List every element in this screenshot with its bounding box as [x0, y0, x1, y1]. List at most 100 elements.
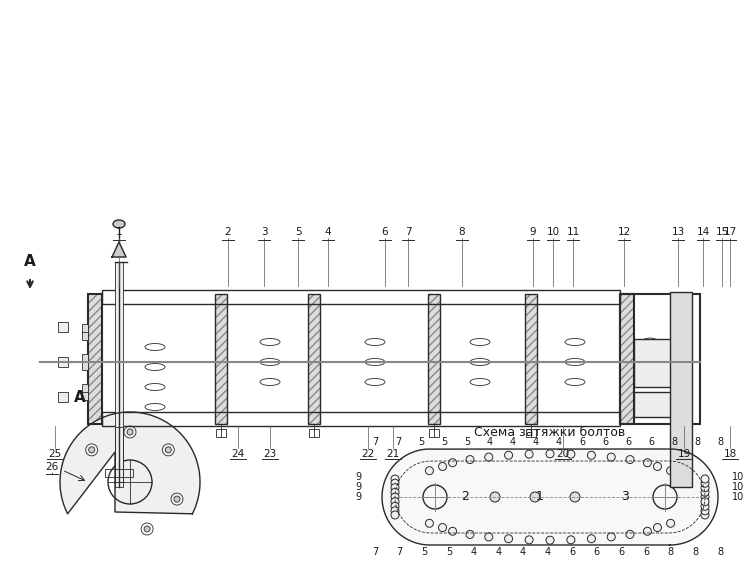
- Text: 1: 1: [536, 491, 544, 503]
- Text: 9: 9: [355, 472, 361, 482]
- Circle shape: [484, 453, 493, 461]
- Text: 4: 4: [556, 437, 562, 447]
- Text: 25: 25: [48, 449, 62, 459]
- Text: 4: 4: [533, 437, 539, 447]
- Text: 6: 6: [579, 437, 585, 447]
- Text: 6: 6: [569, 547, 575, 557]
- Circle shape: [567, 450, 575, 458]
- Text: 5: 5: [441, 437, 447, 447]
- Circle shape: [626, 530, 634, 538]
- Circle shape: [701, 502, 709, 510]
- Text: 6: 6: [602, 437, 608, 447]
- Circle shape: [144, 526, 150, 532]
- Text: А: А: [24, 254, 36, 269]
- Text: 2: 2: [461, 491, 469, 503]
- Circle shape: [391, 502, 399, 510]
- Bar: [58, 322, 68, 332]
- Text: 10: 10: [732, 492, 744, 502]
- Text: 8: 8: [668, 547, 674, 557]
- Circle shape: [391, 493, 399, 501]
- Bar: [308, 294, 320, 424]
- Text: 5: 5: [418, 437, 424, 447]
- Text: 6: 6: [382, 227, 388, 237]
- Text: 4: 4: [495, 547, 501, 557]
- Text: 23: 23: [263, 449, 277, 459]
- Circle shape: [626, 456, 634, 464]
- Circle shape: [174, 496, 180, 502]
- Circle shape: [587, 535, 596, 543]
- Circle shape: [391, 479, 399, 487]
- Bar: [620, 294, 634, 424]
- Circle shape: [127, 429, 133, 435]
- Bar: [88, 294, 102, 424]
- Text: 4: 4: [544, 547, 550, 557]
- Text: 26: 26: [45, 462, 58, 472]
- Text: 5: 5: [464, 437, 470, 447]
- Circle shape: [546, 450, 554, 458]
- Text: 9: 9: [355, 492, 361, 502]
- Text: 3: 3: [261, 227, 267, 237]
- Bar: [428, 294, 440, 424]
- Circle shape: [165, 447, 171, 453]
- Circle shape: [701, 475, 709, 483]
- Text: 19: 19: [677, 449, 691, 459]
- Bar: [115, 262, 123, 482]
- Circle shape: [505, 451, 512, 459]
- Bar: [102, 290, 620, 304]
- Text: 4: 4: [520, 547, 526, 557]
- Text: Схема затяжки болтов: Схема затяжки болтов: [474, 425, 626, 438]
- Circle shape: [608, 453, 615, 461]
- Text: 7: 7: [394, 437, 401, 447]
- Text: 8: 8: [459, 227, 465, 237]
- Text: 4: 4: [487, 437, 493, 447]
- Circle shape: [391, 507, 399, 514]
- Bar: [620, 294, 700, 424]
- Circle shape: [425, 519, 433, 527]
- Circle shape: [484, 533, 493, 541]
- Circle shape: [525, 450, 533, 458]
- Circle shape: [490, 492, 500, 502]
- Text: 9: 9: [530, 227, 536, 237]
- Text: 2: 2: [225, 227, 231, 237]
- Bar: [58, 392, 68, 402]
- Text: 9: 9: [355, 482, 361, 492]
- Text: 4: 4: [510, 437, 516, 447]
- Text: 1: 1: [116, 227, 122, 237]
- Bar: [634, 392, 684, 417]
- Text: 18: 18: [723, 449, 736, 459]
- Circle shape: [567, 536, 575, 544]
- Bar: [526, 429, 536, 437]
- Bar: [58, 357, 68, 367]
- Text: 8: 8: [692, 547, 698, 557]
- Circle shape: [88, 447, 94, 453]
- Circle shape: [570, 492, 580, 502]
- Circle shape: [439, 524, 446, 531]
- Text: 22: 22: [362, 449, 375, 459]
- Text: 6: 6: [643, 547, 650, 557]
- Bar: [115, 427, 123, 487]
- Text: 7: 7: [372, 437, 378, 447]
- Circle shape: [587, 451, 596, 459]
- Circle shape: [391, 484, 399, 492]
- Text: 7: 7: [405, 227, 411, 237]
- Circle shape: [701, 507, 709, 514]
- Bar: [105, 469, 133, 477]
- Text: 6: 6: [625, 437, 631, 447]
- Text: 24: 24: [231, 449, 244, 459]
- Polygon shape: [112, 242, 126, 257]
- Polygon shape: [60, 412, 200, 514]
- Text: 6: 6: [594, 547, 600, 557]
- Circle shape: [530, 492, 540, 502]
- Text: 12: 12: [617, 227, 631, 237]
- Text: 21: 21: [386, 449, 400, 459]
- Bar: [102, 412, 620, 426]
- Bar: [88, 294, 102, 424]
- Text: 7: 7: [397, 547, 403, 557]
- Text: 20: 20: [556, 449, 569, 459]
- Circle shape: [701, 488, 709, 496]
- Circle shape: [391, 511, 399, 519]
- Circle shape: [644, 459, 652, 467]
- Text: 8: 8: [717, 547, 723, 557]
- Circle shape: [505, 535, 512, 543]
- Circle shape: [644, 527, 652, 535]
